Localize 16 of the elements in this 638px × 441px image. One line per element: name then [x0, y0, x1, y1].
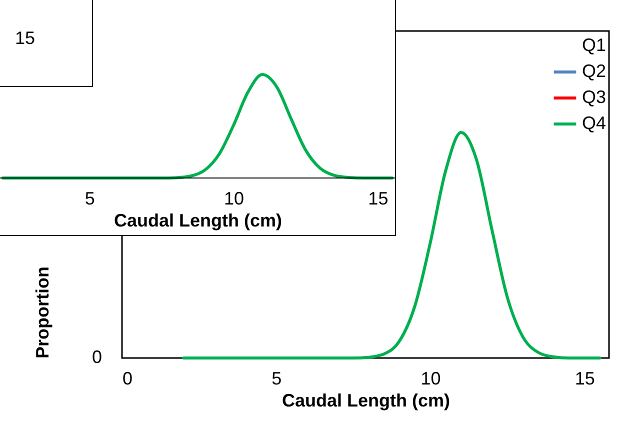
text: Q1	[582, 35, 606, 55]
legend-label: Q2	[582, 61, 606, 81]
text: 15	[15, 28, 36, 49]
y-axis-title: Proportion	[32, 266, 52, 358]
x-tick-label: 0	[122, 368, 133, 388]
x-axis-title: Caudal Length (cm)	[114, 210, 282, 230]
x-tick-label: 10	[420, 368, 441, 388]
x-tick-label: 15	[574, 368, 595, 388]
x-tick-label: 5	[84, 188, 95, 208]
text: 0	[92, 347, 102, 367]
x-tick-label: 5	[272, 368, 282, 388]
x-tick-label: 15	[368, 188, 388, 208]
x-tick-label: 10	[224, 188, 244, 208]
legend-label: Q4	[582, 113, 606, 133]
x-axis-title: Caudal Length (cm)	[282, 390, 450, 410]
legend-label: Q3	[582, 87, 606, 107]
